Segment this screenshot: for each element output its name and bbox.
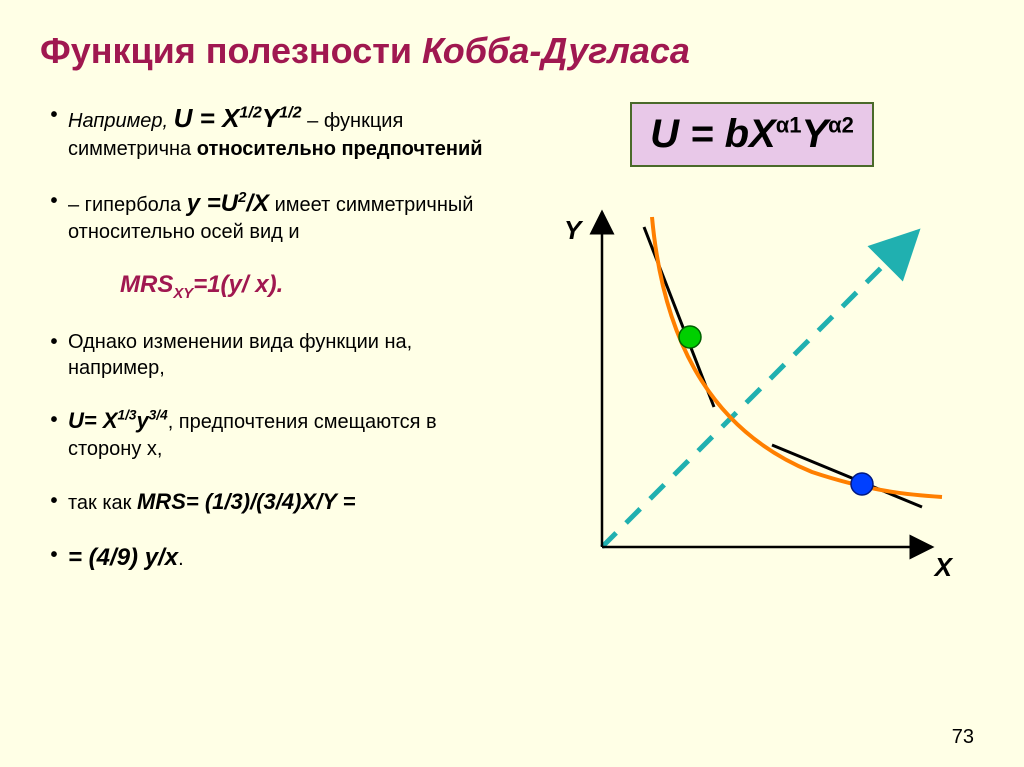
- b5-fn: MRS= (1/3)/(3/4)X/Y =: [137, 489, 355, 514]
- b4-fn: U= X1/3y3/4: [68, 408, 168, 433]
- b5-pre: так как: [68, 492, 137, 514]
- b3-text: Однако изменении вида функции на, наприм…: [68, 329, 500, 381]
- bullet-1: • Например, U = X1/2Y1/2 – функция симме…: [40, 102, 500, 162]
- bullet-3: • Однако изменении вида функции на, напр…: [40, 329, 500, 381]
- mrs-formula: MRSXY=1(y/ x).: [120, 271, 500, 299]
- chart-svg: [552, 197, 952, 587]
- bullet-4: • U= X1/3y3/4, предпочтения смещаются в …: [40, 407, 500, 462]
- chart: Y X: [552, 197, 952, 587]
- bullet-6: • = (4/9) y/x.: [40, 542, 500, 573]
- b1-bold: относительно предпочтений: [197, 138, 483, 160]
- left-column: • Например, U = X1/2Y1/2 – функция симме…: [40, 102, 520, 587]
- b1-pre: Например,: [68, 110, 174, 132]
- bullet-2: • – гипербола y =U2/X имеет симметричный…: [40, 188, 500, 245]
- b2-fn: y =U2/X: [187, 190, 269, 217]
- b2-pre: – гипербола: [68, 194, 187, 216]
- right-column: U = bXα1Yα2 Y X: [520, 102, 984, 587]
- title-plain: Функция полезности: [40, 30, 422, 71]
- b6-post: .: [178, 548, 184, 570]
- slide-title: Функция полезности Кобба-Дугласа: [40, 30, 984, 72]
- formula-box: U = bXα1Yα2: [630, 102, 874, 167]
- bullet-5: • так как MRS= (1/3)/(3/4)X/Y =: [40, 488, 500, 517]
- title-italic: Кобба-Дугласа: [422, 30, 690, 71]
- content-area: • Например, U = X1/2Y1/2 – функция симме…: [40, 102, 984, 587]
- b1-fn: U = X1/2Y1/2: [174, 103, 302, 133]
- b6-fn: = (4/9) y/x: [68, 544, 178, 571]
- page-number: 73: [952, 726, 974, 749]
